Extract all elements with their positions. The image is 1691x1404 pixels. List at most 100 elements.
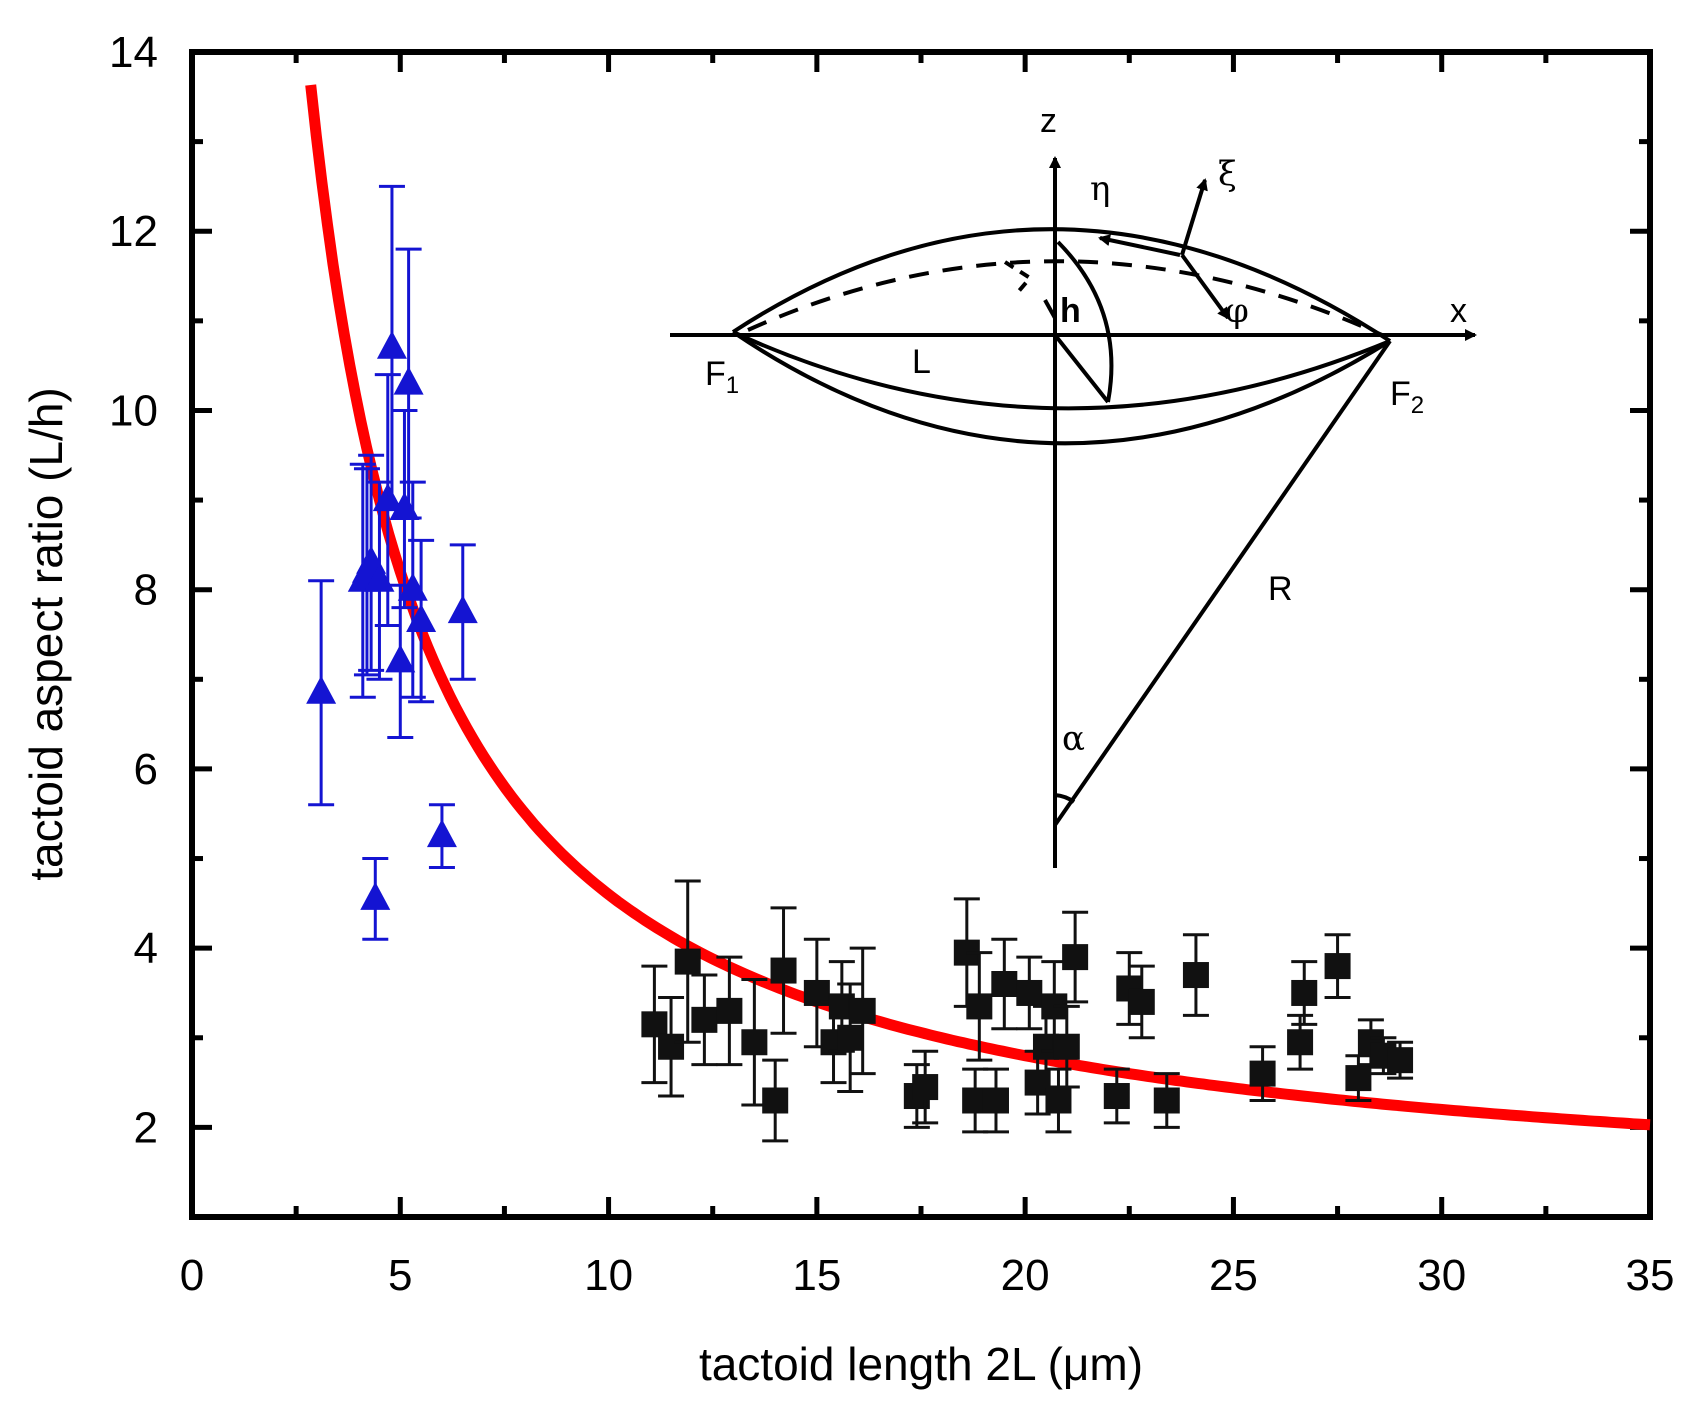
x-tick-label: 25 bbox=[1209, 1251, 1258, 1300]
triangles-point bbox=[447, 543, 478, 681]
xi-label: ξ bbox=[1218, 154, 1237, 194]
squares-point bbox=[1345, 1054, 1372, 1102]
hidden-center-mark bbox=[1003, 260, 1034, 294]
squares-point bbox=[1291, 960, 1318, 1026]
square-marker bbox=[982, 1087, 1009, 1114]
squares-point bbox=[1128, 964, 1155, 1040]
tactoid-upper-outline bbox=[731, 227, 1392, 343]
y-tick-label: 8 bbox=[134, 566, 158, 615]
square-marker bbox=[1045, 1087, 1072, 1114]
y-tick-label: 6 bbox=[134, 745, 158, 794]
square-marker bbox=[762, 1087, 789, 1114]
x-tick-label: 15 bbox=[792, 1251, 841, 1300]
square-marker bbox=[1249, 1060, 1276, 1087]
square-marker bbox=[1182, 962, 1209, 989]
triangles-point bbox=[393, 247, 424, 520]
z-label: z bbox=[1040, 102, 1057, 140]
square-marker bbox=[741, 1029, 768, 1056]
square-marker bbox=[770, 957, 797, 984]
y-axis-label: tactoid aspect ratio (L/h) bbox=[20, 387, 72, 880]
x-tick-label: 0 bbox=[180, 1251, 204, 1300]
triangle-marker bbox=[393, 366, 424, 395]
phi-arrow bbox=[1180, 253, 1230, 320]
axis-ticks bbox=[189, 49, 1653, 1217]
triangles-point bbox=[360, 857, 391, 941]
square-marker bbox=[1062, 944, 1089, 971]
squares-point bbox=[641, 964, 668, 1085]
triangle-marker bbox=[406, 604, 437, 633]
squares-point bbox=[1103, 1067, 1130, 1125]
R-line bbox=[1053, 339, 1392, 827]
F2-subscript: 2 bbox=[1411, 392, 1424, 419]
squares-point bbox=[1153, 1072, 1180, 1129]
triangle-marker bbox=[426, 819, 457, 848]
x-tick-label: 30 bbox=[1417, 1251, 1466, 1300]
alpha-arc bbox=[1054, 793, 1076, 804]
x-label: x bbox=[1450, 292, 1467, 330]
tactoid-inner-lower-curve bbox=[732, 330, 1391, 411]
director-arc bbox=[1056, 240, 1114, 403]
square-marker bbox=[1016, 979, 1043, 1006]
square-marker bbox=[641, 1011, 668, 1038]
x-tick-label: 35 bbox=[1626, 1251, 1675, 1300]
eta-arrow bbox=[1098, 234, 1181, 257]
eta-label: η bbox=[1090, 169, 1110, 209]
square-marker bbox=[658, 1033, 685, 1060]
phi-label: φ bbox=[1225, 291, 1249, 331]
squares-point bbox=[716, 955, 743, 1067]
y-tick-label: 12 bbox=[109, 207, 158, 256]
square-marker bbox=[1291, 979, 1318, 1006]
y-tick-label: 14 bbox=[109, 28, 158, 77]
squares-point bbox=[991, 937, 1018, 1031]
square-marker bbox=[716, 997, 743, 1024]
square-marker bbox=[1128, 988, 1155, 1015]
square-marker bbox=[837, 1024, 864, 1051]
x-tick-label: 20 bbox=[1001, 1251, 1050, 1300]
triangle-marker bbox=[447, 595, 478, 624]
square-marker bbox=[991, 971, 1018, 997]
squares-point bbox=[1062, 910, 1089, 1004]
squares-point bbox=[741, 978, 768, 1107]
squares-point bbox=[1053, 1004, 1080, 1089]
square-marker bbox=[691, 1006, 718, 1033]
tactoid-lower-outline bbox=[731, 330, 1392, 446]
focus-tick-1 bbox=[1043, 299, 1057, 319]
squares-point bbox=[674, 879, 701, 1044]
plot-frame bbox=[189, 49, 1653, 1220]
triangle-marker bbox=[372, 483, 403, 512]
F1-subscript: 1 bbox=[726, 372, 739, 399]
squares-point bbox=[966, 951, 993, 1062]
squares-point bbox=[770, 906, 797, 1035]
square-marker bbox=[1345, 1065, 1372, 1092]
square-marker bbox=[1103, 1083, 1130, 1110]
triangle-marker bbox=[306, 675, 337, 704]
triangles-point bbox=[376, 184, 407, 511]
y-tick-label: 4 bbox=[134, 924, 158, 973]
alpha-label: α bbox=[1062, 719, 1085, 759]
triangles-point bbox=[306, 579, 337, 807]
h-line bbox=[1053, 333, 1110, 404]
y-tick-label: 2 bbox=[134, 1103, 158, 1152]
squares-point bbox=[1387, 1040, 1414, 1080]
xi-arrow bbox=[1180, 178, 1208, 256]
x-axis-label: tactoid length 2L (μm) bbox=[699, 1338, 1143, 1390]
y-tick-label: 10 bbox=[109, 386, 158, 435]
triangle-marker bbox=[376, 330, 407, 359]
squares-point bbox=[691, 973, 718, 1067]
squares-point bbox=[1249, 1045, 1276, 1102]
squares-point bbox=[1016, 955, 1043, 1031]
squares-point bbox=[982, 1067, 1009, 1134]
squares-point bbox=[912, 1049, 939, 1125]
x-tick-label: 10 bbox=[584, 1251, 633, 1300]
F1-label: F1 bbox=[705, 355, 739, 399]
squares-point bbox=[1324, 933, 1351, 999]
triangles-point bbox=[406, 538, 437, 704]
triangles-point bbox=[426, 803, 457, 869]
F2-letter: F bbox=[1390, 375, 1411, 413]
tactoid-dashed-contour bbox=[747, 259, 1383, 337]
square-marker bbox=[1387, 1047, 1414, 1074]
F2-label: F2 bbox=[1390, 375, 1424, 419]
squares-point bbox=[849, 946, 876, 1076]
R-label: R bbox=[1268, 570, 1293, 608]
